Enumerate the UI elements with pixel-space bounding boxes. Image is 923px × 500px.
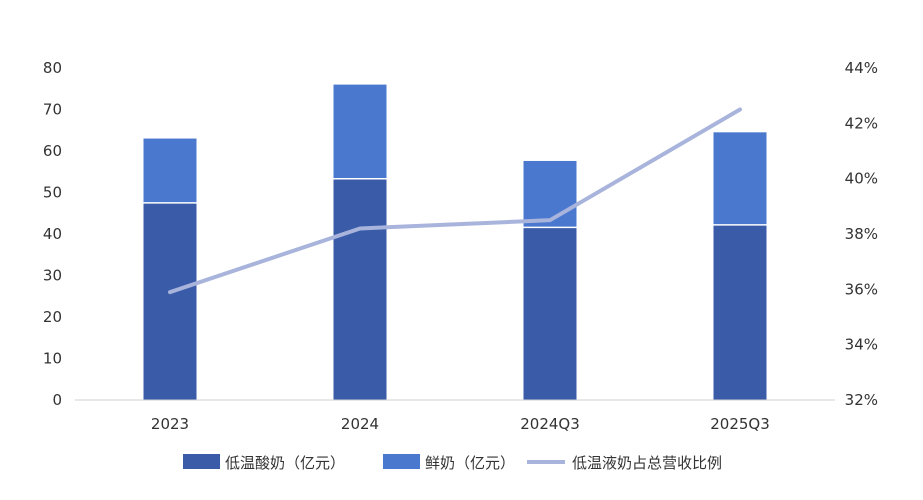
right-axis-tick-label: 44%	[845, 59, 878, 77]
x-axis-tick-label: 2025Q3	[710, 415, 770, 433]
bar-segment-low-temp-yogurt	[334, 179, 387, 400]
left-axis-tick-label: 40	[43, 225, 62, 243]
left-axis-tick-label: 10	[43, 350, 62, 368]
bar-segment-fresh-milk	[334, 85, 387, 179]
left-axis-tick-label: 30	[43, 267, 62, 285]
left-axis-ticks: 0 10 20 30 40 50 60 70 80	[43, 59, 62, 409]
right-axis-tick-label: 32%	[845, 391, 878, 409]
right-axis-ticks: 32% 34% 36% 38% 40% 42% 44%	[845, 59, 878, 409]
line-series-group	[170, 109, 740, 292]
left-axis-tick-label: 50	[43, 184, 62, 202]
x-axis-tick-label: 2024	[341, 415, 379, 433]
right-axis-tick-label: 42%	[845, 114, 878, 132]
left-axis-tick-label: 60	[43, 142, 62, 160]
left-axis-tick-label: 0	[52, 391, 62, 409]
left-axis-tick-label: 80	[43, 59, 62, 77]
bar-segment-fresh-milk	[524, 161, 577, 227]
left-axis-tick-label: 70	[43, 101, 62, 119]
legend-swatch	[383, 454, 420, 469]
right-axis-tick-label: 34%	[845, 336, 878, 354]
x-axis-tick-label: 2024Q3	[520, 415, 580, 433]
legend-label: 鲜奶（亿元）	[425, 454, 515, 472]
bar-segment-fresh-milk	[144, 139, 197, 203]
bar-segment-low-temp-yogurt	[714, 225, 767, 400]
legend-swatch	[183, 454, 220, 469]
legend-label: 低温液奶占总营收比例	[572, 454, 722, 472]
right-axis-tick-label: 36%	[845, 280, 878, 298]
x-axis-labels: 2023 2024 2024Q3 2025Q3	[151, 415, 770, 433]
right-axis-tick-label: 40%	[845, 170, 878, 188]
bar-segment-fresh-milk	[714, 132, 767, 225]
bar-segment-low-temp-yogurt	[524, 227, 577, 400]
right-axis-tick-label: 38%	[845, 225, 878, 243]
legend: 低温酸奶（亿元） 鲜奶（亿元） 低温液奶占总营收比例	[183, 454, 722, 472]
ratio-line	[170, 110, 740, 293]
left-axis-tick-label: 20	[43, 308, 62, 326]
bar-segment-low-temp-yogurt	[144, 203, 197, 400]
x-axis-tick-label: 2023	[151, 415, 189, 433]
legend-label: 低温酸奶（亿元）	[225, 454, 345, 472]
bars-group	[144, 85, 767, 400]
